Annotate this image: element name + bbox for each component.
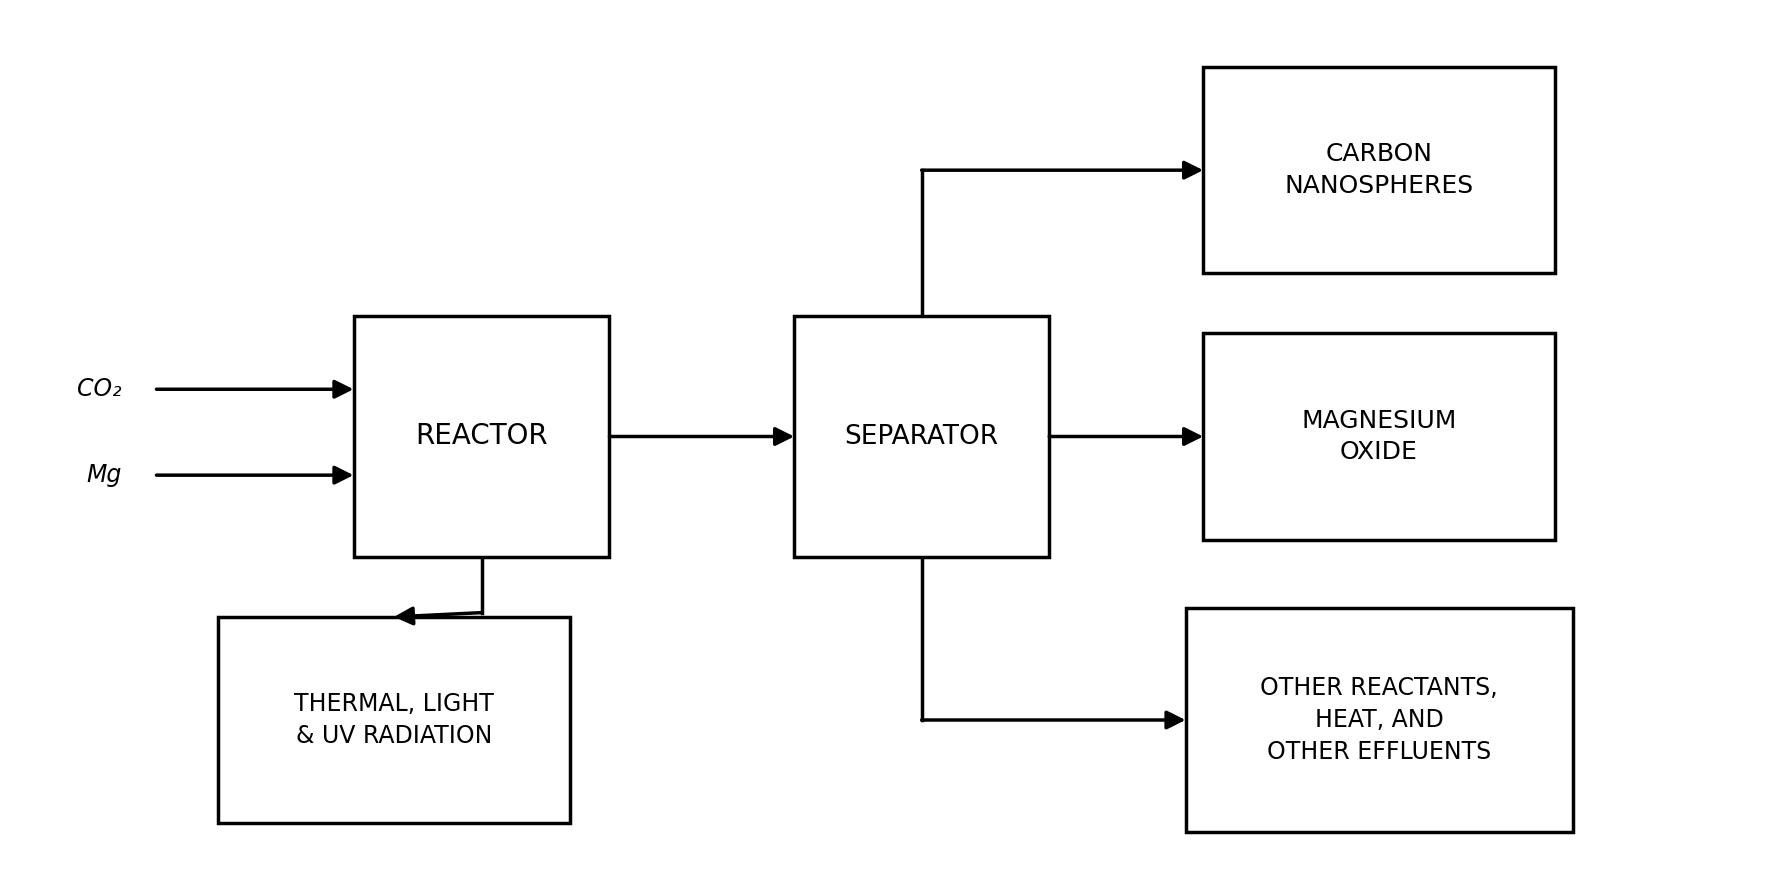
FancyBboxPatch shape — [794, 316, 1050, 557]
Text: THERMAL, LIGHT
& UV RADIATION: THERMAL, LIGHT & UV RADIATION — [294, 692, 495, 748]
FancyBboxPatch shape — [218, 617, 569, 823]
FancyBboxPatch shape — [1204, 333, 1555, 540]
Text: CARBON
NANOSPHERES: CARBON NANOSPHERES — [1284, 142, 1473, 198]
FancyBboxPatch shape — [1186, 608, 1573, 832]
FancyBboxPatch shape — [1204, 67, 1555, 273]
FancyBboxPatch shape — [355, 316, 610, 557]
Text: CO₂: CO₂ — [76, 377, 121, 402]
Text: REACTOR: REACTOR — [415, 423, 548, 450]
Text: Mg: Mg — [85, 464, 121, 487]
Text: MAGNESIUM
OXIDE: MAGNESIUM OXIDE — [1301, 409, 1457, 464]
Text: SEPARATOR: SEPARATOR — [844, 423, 998, 450]
Text: OTHER REACTANTS,
HEAT, AND
OTHER EFFLUENTS: OTHER REACTANTS, HEAT, AND OTHER EFFLUEN… — [1261, 677, 1498, 764]
